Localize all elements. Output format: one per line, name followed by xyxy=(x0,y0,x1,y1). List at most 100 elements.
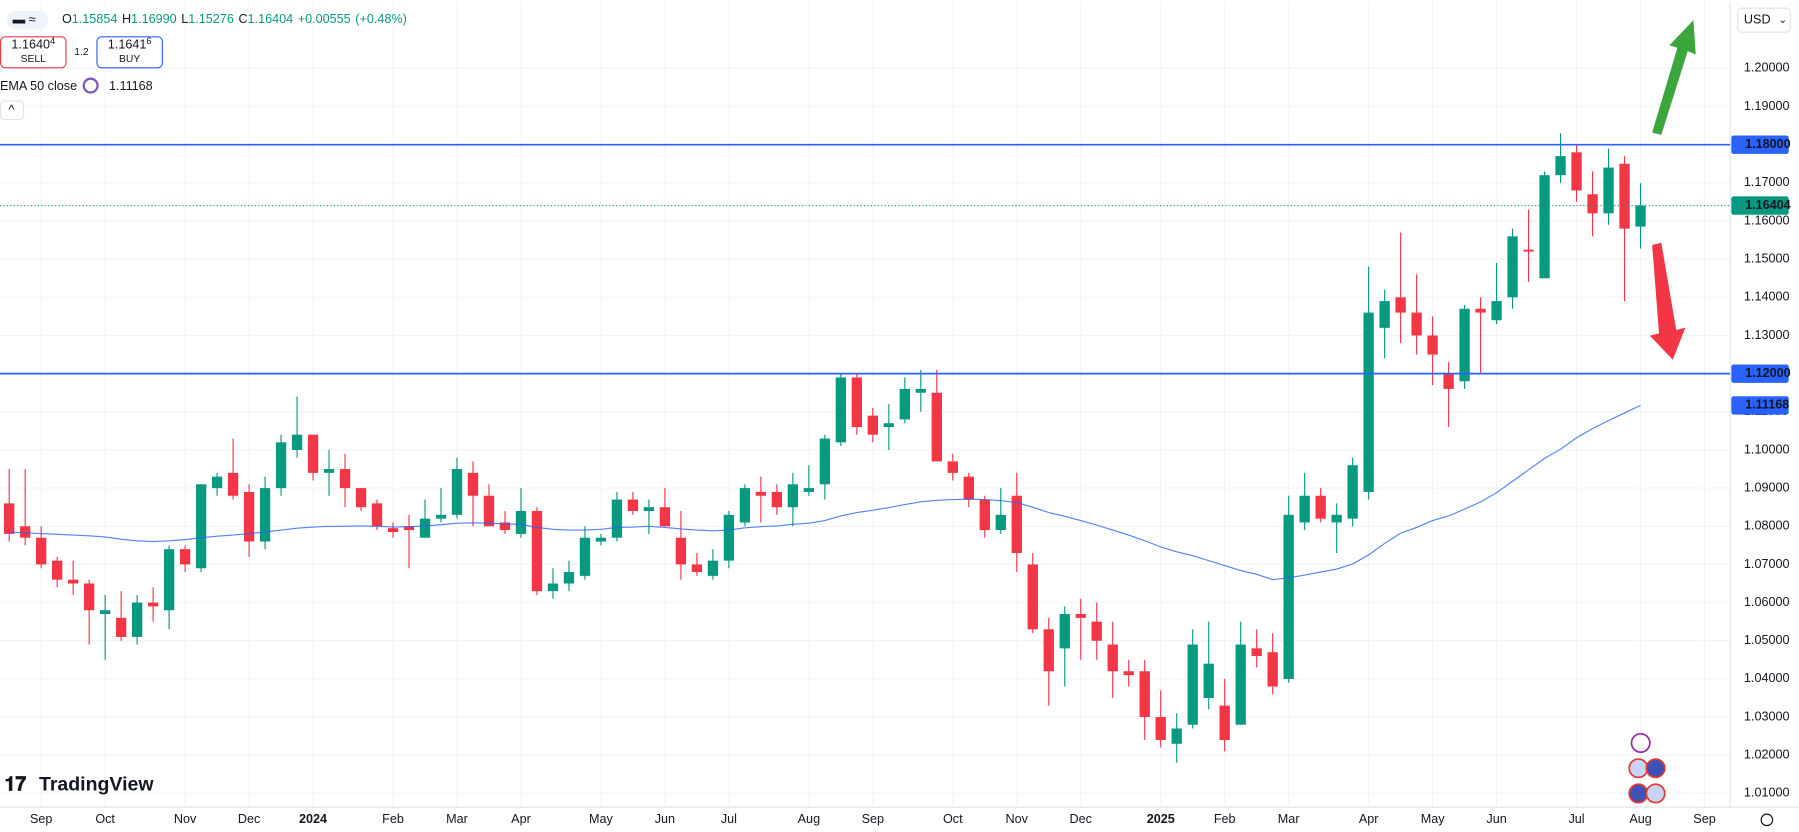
ema-icon[interactable] xyxy=(82,77,99,94)
candle-body xyxy=(1011,495,1022,553)
candle-body xyxy=(707,560,719,576)
x-tick-label: Aug xyxy=(798,812,820,826)
candle-body xyxy=(1619,163,1630,229)
x-tick-label: Sep xyxy=(862,812,884,826)
close-label: C xyxy=(238,13,247,27)
candle-body xyxy=(211,476,223,489)
candle-body xyxy=(1331,514,1342,523)
candle-body xyxy=(611,499,623,538)
x-tick-label: Jul xyxy=(1568,812,1584,826)
y-tick-label: 1.15000 xyxy=(1744,251,1790,265)
candle-body xyxy=(467,472,479,496)
buy-price: 1.16416 xyxy=(108,36,152,51)
candle-body xyxy=(1235,644,1246,725)
candle-body xyxy=(787,484,799,508)
candle-body xyxy=(883,423,894,428)
event-icon[interactable] xyxy=(1628,758,1649,779)
candle-body xyxy=(531,511,543,592)
currency: USD xyxy=(1744,13,1771,27)
candle-body xyxy=(1251,648,1262,657)
candle-body xyxy=(451,469,463,515)
candle-body xyxy=(419,518,431,538)
candle-body xyxy=(307,434,319,473)
low-label: L xyxy=(181,13,188,27)
settings-icon[interactable] xyxy=(1760,813,1774,827)
low-value: 1.15276 xyxy=(188,13,234,27)
x-tick-label: Apr xyxy=(1359,812,1379,826)
axis: 1.01000 1.02000 1.03000 1.04000 1.05000 1.060… xyxy=(30,61,1791,826)
high-label: H xyxy=(122,13,131,27)
candle-body xyxy=(387,528,399,532)
x-tick-label: 2024 xyxy=(299,812,327,826)
x-tick-label: Sep xyxy=(30,812,52,826)
y-tick-label: 1.16000 xyxy=(1744,213,1790,227)
candle-body xyxy=(547,583,559,592)
candle-body xyxy=(675,537,687,565)
ema-legend-label: EMA 50 close xyxy=(0,79,77,93)
x-tick-label: Jul xyxy=(721,812,737,826)
candle-body xyxy=(403,526,415,531)
buy-button[interactable] xyxy=(96,36,163,69)
candle-body xyxy=(1043,629,1054,672)
candle-body xyxy=(739,488,751,523)
candle-body xyxy=(1459,308,1470,382)
collapse-button[interactable] xyxy=(0,100,25,120)
level-tag xyxy=(1731,135,1789,154)
y-tick-label: 1.07000 xyxy=(1744,557,1790,571)
candle-body xyxy=(195,484,207,569)
x-tick-label: Oct xyxy=(943,812,963,826)
x-tick-label: Jun xyxy=(1486,812,1506,826)
plot xyxy=(0,133,1731,763)
candle-body xyxy=(963,476,974,500)
x-tick-label: Feb xyxy=(1214,812,1236,826)
y-tick-label: 1.06000 xyxy=(1744,595,1790,609)
event-icon[interactable] xyxy=(1630,732,1651,754)
y-tick-label: 1.14000 xyxy=(1744,290,1790,304)
candle-body xyxy=(1027,564,1038,630)
candle-body xyxy=(67,579,79,584)
candle-body xyxy=(115,617,127,637)
currency-button[interactable] xyxy=(1737,7,1791,33)
candle-body xyxy=(4,503,15,534)
event-icon[interactable] xyxy=(1645,758,1666,779)
candle-body xyxy=(851,377,863,428)
buy-label: BUY xyxy=(119,54,140,65)
candle-body xyxy=(339,469,351,489)
level-tag-label: 1.18000 xyxy=(1745,137,1791,151)
close-value: 1.16404 xyxy=(248,13,294,27)
x-tick-label: Feb xyxy=(382,812,404,826)
x-tick-label: Oct xyxy=(95,812,115,826)
candle-body xyxy=(515,511,527,534)
candle-body xyxy=(1283,514,1294,679)
candle-body xyxy=(1155,717,1166,740)
toggle-icon: ▬ ≈ xyxy=(13,13,36,27)
candle-body xyxy=(1267,652,1278,687)
ema-line xyxy=(9,404,1641,581)
candle-body xyxy=(563,572,575,584)
candle-body xyxy=(1363,312,1374,492)
event-icon[interactable] xyxy=(1645,783,1666,804)
event-icon[interactable] xyxy=(1628,783,1649,804)
candle-body xyxy=(259,488,271,542)
symbol-toggle[interactable] xyxy=(6,10,49,30)
x-tick-label: Apr xyxy=(511,812,531,826)
candle-body xyxy=(803,488,815,492)
y-tick-label: 1.17000 xyxy=(1744,175,1790,189)
sell-price: 1.16404 xyxy=(11,36,55,51)
candle-body xyxy=(1539,175,1550,279)
candle-body xyxy=(1635,205,1646,227)
y-tick-label: 1.20000 xyxy=(1744,61,1790,75)
y-tick-label: 1.02000 xyxy=(1744,748,1790,762)
sell-button[interactable] xyxy=(0,36,67,69)
change: +0.00555 xyxy=(298,13,351,27)
y-tick-label: 1.01000 xyxy=(1744,786,1790,800)
candle-body xyxy=(435,514,447,519)
candle-body xyxy=(915,388,926,393)
x-tick-label: Dec xyxy=(1070,812,1092,826)
y-tick-label: 1.10000 xyxy=(1744,442,1790,456)
spread: 1.2 xyxy=(74,47,89,58)
candle-body xyxy=(595,537,607,542)
x-tick-label: Sep xyxy=(1693,812,1715,826)
candle-body xyxy=(819,438,831,485)
